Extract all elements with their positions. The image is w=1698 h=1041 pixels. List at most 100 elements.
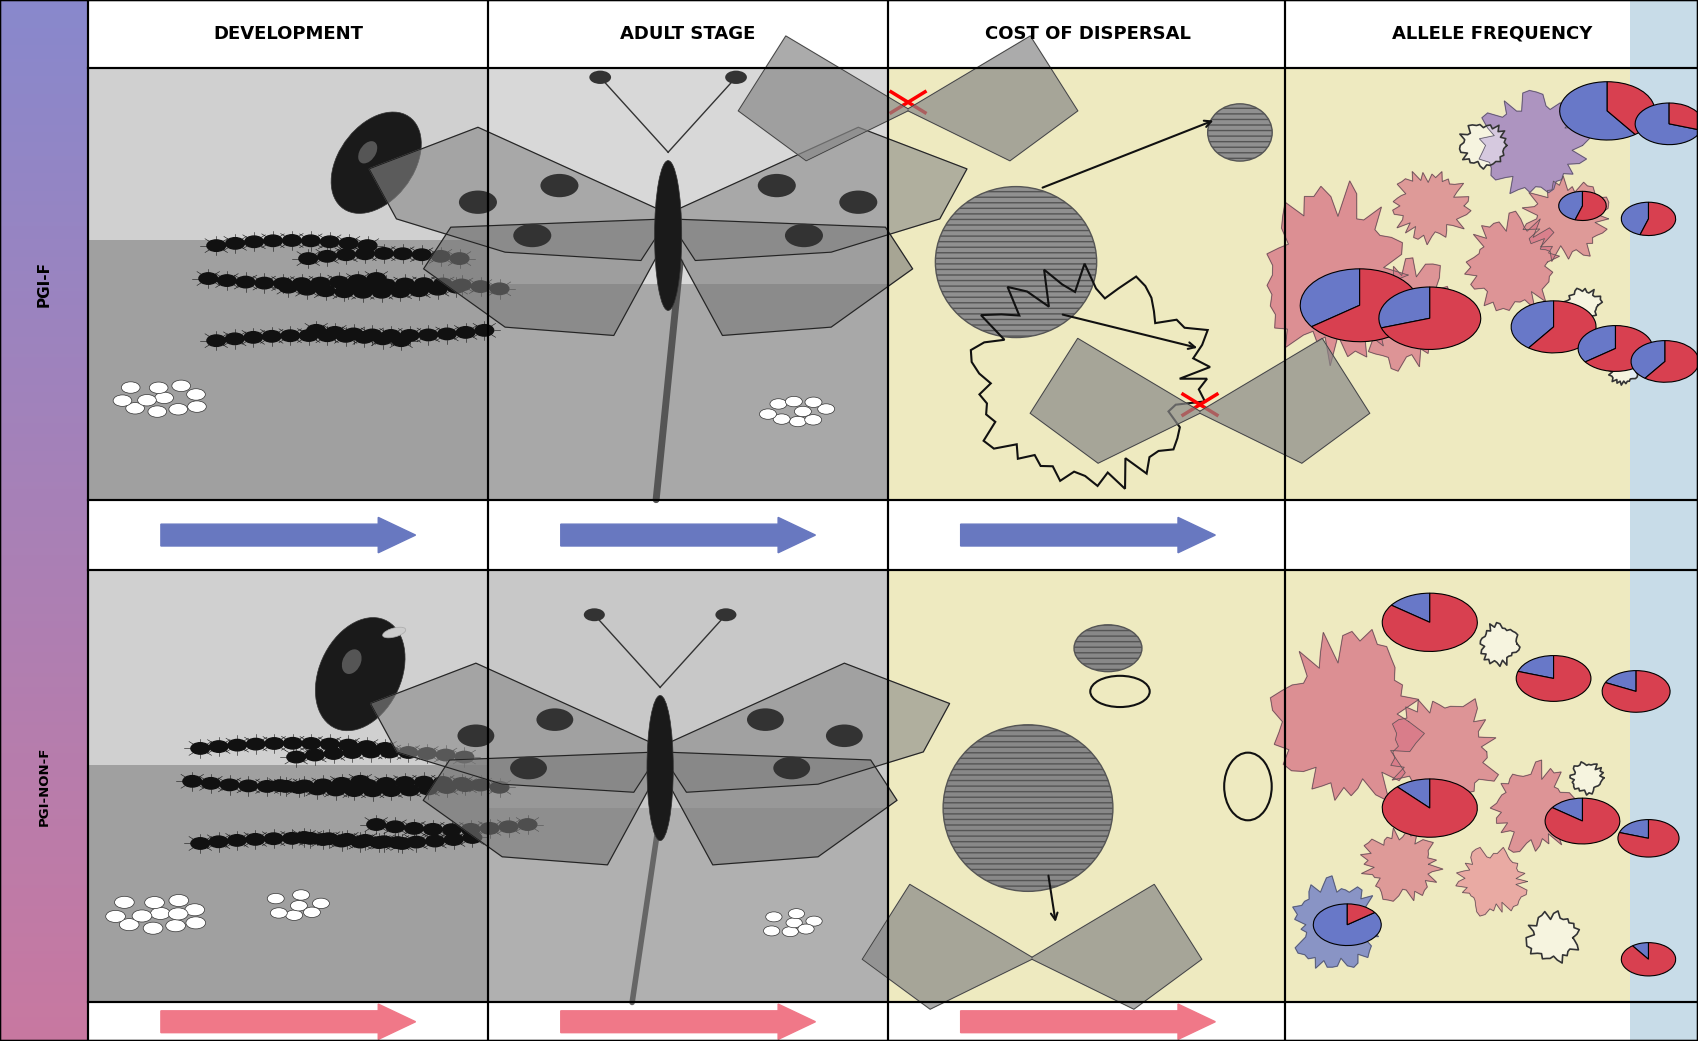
Bar — [0, 958, 88, 961]
Circle shape — [187, 401, 205, 412]
Circle shape — [187, 917, 205, 929]
Bar — [0, 497, 88, 500]
Circle shape — [202, 778, 221, 789]
Bar — [0, 170, 88, 174]
Wedge shape — [1382, 779, 1477, 837]
Bar — [0, 222, 88, 226]
Bar — [0, 576, 88, 580]
Circle shape — [499, 821, 518, 833]
Wedge shape — [1645, 340, 1698, 382]
Circle shape — [374, 333, 392, 345]
Bar — [0, 305, 88, 309]
Circle shape — [329, 276, 348, 287]
Bar — [0, 614, 88, 617]
Circle shape — [807, 916, 822, 926]
Bar — [0, 205, 88, 208]
Bar — [0, 742, 88, 746]
Bar — [0, 986, 88, 989]
Wedge shape — [1397, 779, 1430, 808]
Polygon shape — [661, 663, 949, 792]
Polygon shape — [423, 219, 667, 335]
Polygon shape — [1527, 911, 1579, 963]
Bar — [0, 215, 88, 219]
Polygon shape — [908, 36, 1078, 161]
Circle shape — [769, 399, 786, 409]
Bar — [0, 291, 88, 295]
Circle shape — [284, 737, 302, 750]
Circle shape — [312, 898, 329, 909]
Bar — [0, 586, 88, 590]
Bar — [0, 91, 88, 94]
Circle shape — [187, 388, 205, 400]
Wedge shape — [1313, 904, 1380, 945]
Bar — [0, 895, 88, 898]
Circle shape — [423, 823, 441, 835]
Bar — [0, 312, 88, 315]
Circle shape — [289, 782, 307, 793]
Circle shape — [246, 738, 265, 750]
Bar — [0, 604, 88, 607]
Circle shape — [345, 328, 363, 339]
Circle shape — [292, 890, 309, 900]
Circle shape — [302, 738, 321, 750]
Circle shape — [773, 757, 810, 780]
Bar — [0, 593, 88, 596]
Circle shape — [396, 278, 414, 289]
Bar — [0, 174, 88, 177]
Polygon shape — [1608, 356, 1639, 385]
Bar — [0, 253, 88, 257]
Bar — [0, 122, 88, 125]
Circle shape — [277, 781, 295, 792]
Bar — [0, 382, 88, 385]
Circle shape — [340, 782, 358, 793]
Circle shape — [409, 285, 428, 297]
Wedge shape — [1560, 82, 1635, 139]
Bar — [0, 878, 88, 882]
Wedge shape — [1603, 670, 1671, 712]
Bar — [0, 257, 88, 260]
Circle shape — [375, 742, 394, 754]
Ellipse shape — [341, 650, 362, 674]
Polygon shape — [1491, 760, 1579, 853]
Polygon shape — [368, 127, 667, 260]
Circle shape — [245, 332, 263, 344]
Circle shape — [239, 780, 258, 791]
Bar — [0, 968, 88, 971]
Circle shape — [236, 276, 255, 287]
Polygon shape — [667, 127, 966, 260]
Bar — [0, 555, 88, 559]
Bar — [0, 538, 88, 541]
Circle shape — [413, 249, 431, 260]
Circle shape — [126, 403, 144, 414]
Bar — [0, 788, 88, 791]
Bar — [0, 680, 88, 684]
Wedge shape — [1635, 103, 1698, 145]
Circle shape — [391, 286, 409, 298]
FancyArrow shape — [560, 517, 815, 553]
Circle shape — [228, 739, 246, 751]
Circle shape — [747, 708, 784, 731]
Circle shape — [825, 725, 863, 747]
Circle shape — [377, 279, 396, 290]
Circle shape — [419, 783, 438, 794]
Bar — [0, 830, 88, 833]
Circle shape — [385, 821, 404, 833]
Circle shape — [209, 836, 228, 847]
Bar — [489, 68, 888, 284]
Bar — [0, 524, 88, 528]
Bar — [0, 726, 88, 729]
Circle shape — [452, 279, 470, 290]
Circle shape — [447, 281, 465, 293]
Bar — [1285, 570, 1698, 1002]
Bar — [0, 118, 88, 122]
Bar — [0, 260, 88, 263]
Bar — [0, 909, 88, 913]
Bar — [0, 62, 88, 66]
Bar — [0, 104, 88, 107]
Bar — [0, 55, 88, 59]
Circle shape — [338, 834, 357, 845]
Circle shape — [452, 778, 470, 789]
Polygon shape — [1465, 211, 1559, 310]
Circle shape — [363, 785, 382, 796]
Bar — [0, 0, 88, 3]
